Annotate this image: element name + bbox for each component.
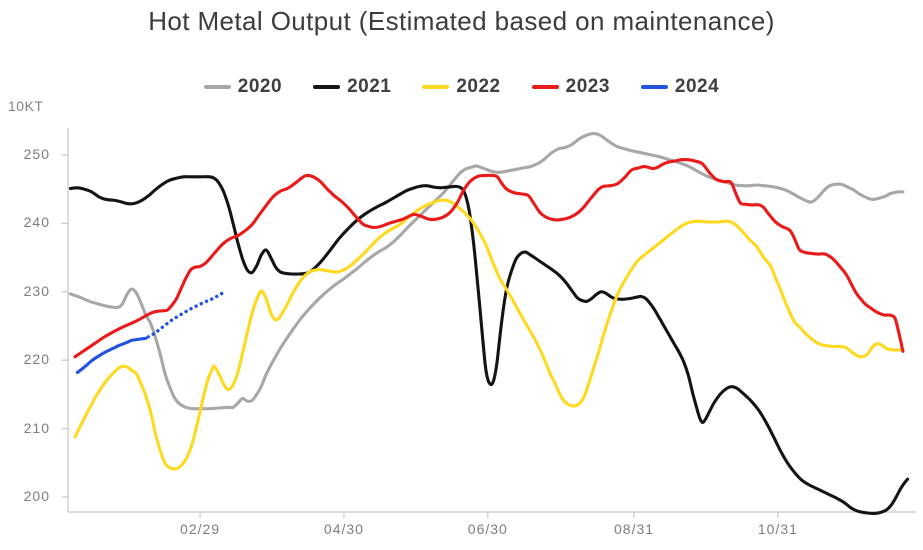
legend-item-2021[interactable]: 2021: [313, 76, 391, 98]
line-2022: [73, 198, 905, 471]
x-axis-tick-label: 04/30: [323, 521, 364, 537]
line-2020: [68, 131, 905, 411]
legend-label: 2024: [674, 76, 720, 97]
legend-item-2023[interactable]: 2023: [531, 76, 610, 98]
y-axis-tick-label: 210: [23, 419, 50, 436]
legend-label: 2021: [347, 76, 392, 97]
legend-swatch: [313, 85, 341, 89]
y-axis-tick-label: 220: [23, 351, 50, 368]
legend-label: 2023: [565, 76, 610, 97]
legend-swatch: [422, 85, 450, 89]
y-axis-tick-label: 240: [23, 214, 50, 231]
legend-item-2022[interactable]: 2022: [422, 76, 500, 98]
x-axis-tick-label: 08/31: [614, 521, 655, 537]
y-axis-tick-label: 250: [23, 145, 50, 162]
legend-swatch: [203, 85, 231, 89]
legend-item-2020[interactable]: 2020: [203, 76, 283, 98]
y-axis-tick-label: 230: [23, 282, 50, 299]
legend-swatch: [640, 85, 668, 89]
x-axis-tick-label: 10/31: [757, 521, 798, 537]
y-axis-tick-label: 200: [23, 487, 50, 504]
legend-item-2024[interactable]: 2024: [640, 76, 720, 98]
legend-swatch: [531, 85, 559, 89]
line-2024: [75, 336, 148, 375]
legend: 2020 2021 2022 2023 2024: [0, 76, 923, 98]
legend-label: 2020: [237, 76, 283, 97]
y-axis-unit-label: 10KT: [8, 98, 44, 114]
line-2024-forecast: [146, 290, 226, 339]
legend-label: 2022: [456, 76, 501, 97]
x-axis-tick-label: 06/30: [467, 521, 508, 537]
x-axis-tick-label: 02/29: [180, 521, 221, 537]
chart-title: Hot Metal Output (Estimated based on mai…: [148, 6, 775, 36]
line-2023: [73, 158, 905, 359]
line-2021: [68, 175, 910, 515]
